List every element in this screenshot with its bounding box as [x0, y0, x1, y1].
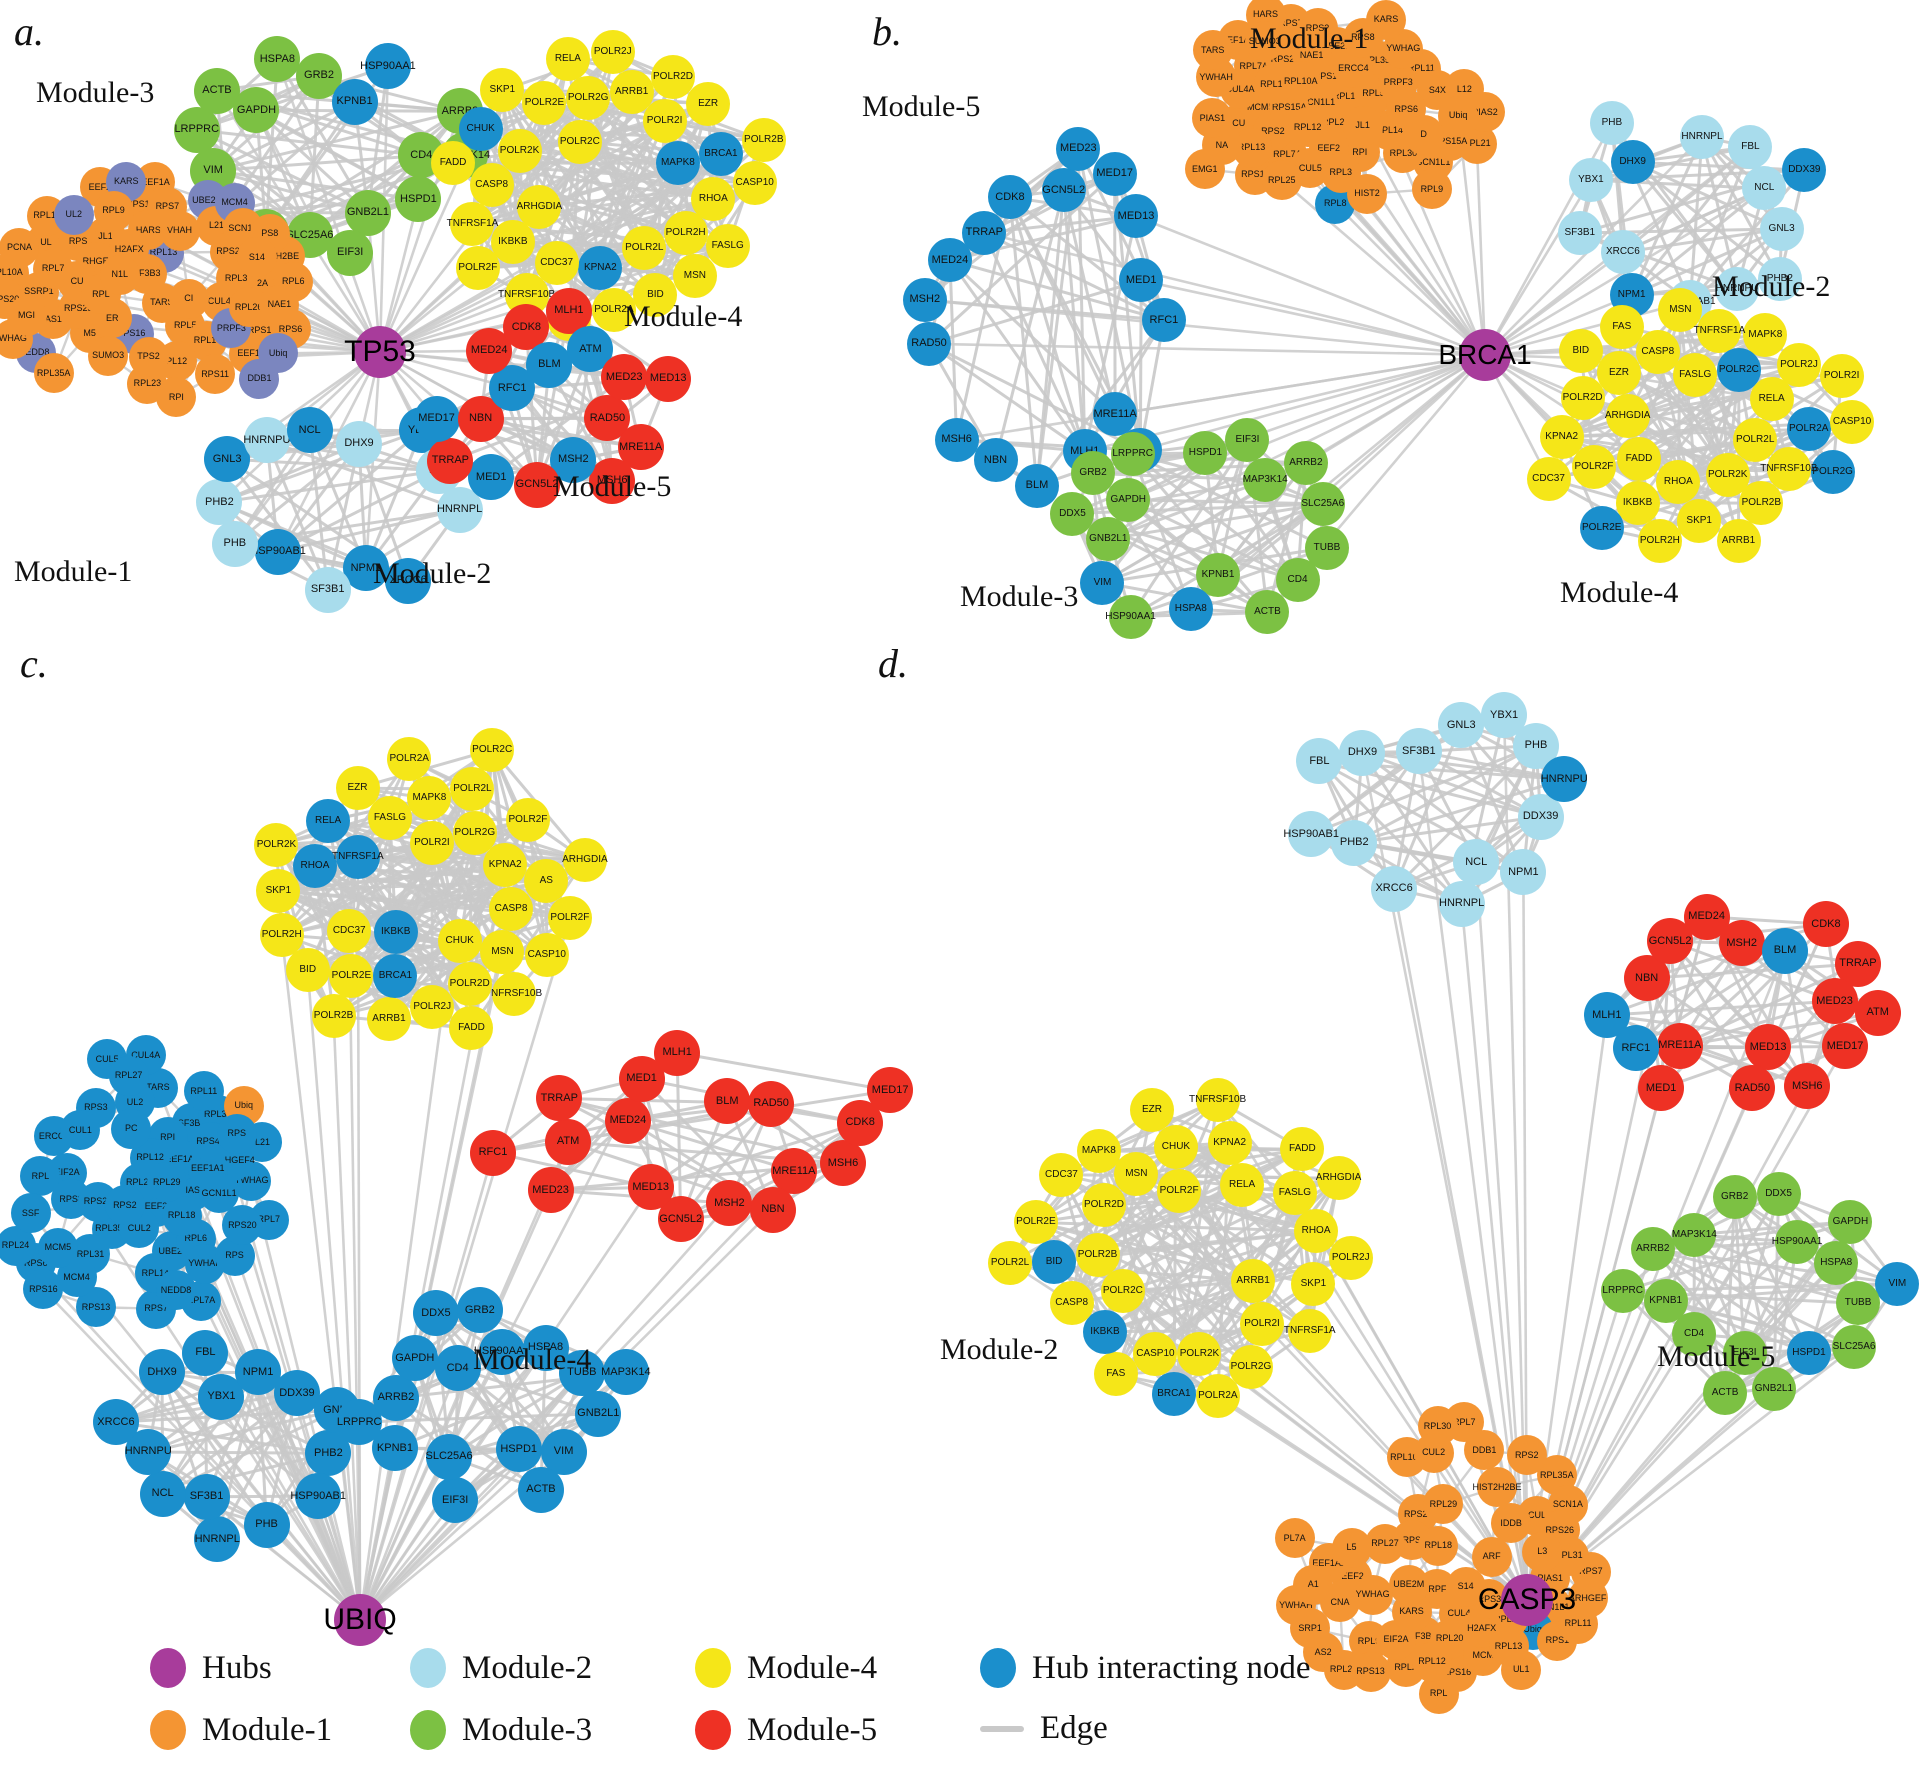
a-m1-nae1[interactable]: NAE1: [259, 284, 300, 325]
legend-item-module-1: Module-1: [150, 1710, 332, 1750]
legend-swatch-icon: [410, 1648, 446, 1688]
a-m1-rpi[interactable]: RPI: [156, 377, 197, 418]
b-m3-gapdh[interactable]: GAPDH: [1106, 477, 1151, 522]
panel-a-module-label-0: Module-3: [36, 76, 155, 109]
legend-item-hub-interacting-node: Hub interacting node: [980, 1648, 1311, 1688]
legend-label: Edge: [1040, 1710, 1108, 1746]
panel-a: a.: [0, 0, 960, 640]
panel-d-letter: d.: [878, 641, 908, 686]
legend-label: Module-5: [747, 1711, 878, 1748]
panel-a-module-label-3: Module-2: [373, 557, 492, 590]
legend-label: Hub interacting node: [1032, 1649, 1311, 1686]
panel-a-letter: a.: [14, 9, 44, 54]
panel-b-letter: b.: [872, 9, 902, 54]
legend-swatch-icon: [410, 1710, 446, 1750]
legend-label: Module-2: [462, 1649, 593, 1686]
legend-swatch-icon: [980, 1648, 1016, 1688]
panel-b: b.: [860, 0, 1923, 660]
panel-b-module-label-3: Module-3: [960, 580, 1079, 613]
legend-item-module-5: Module-5: [695, 1710, 877, 1750]
legend-item-module-3: Module-3: [410, 1710, 592, 1750]
b-m5-rad50[interactable]: RAD50: [907, 321, 951, 366]
a-m1-ci[interactable]: CI: [168, 278, 209, 319]
panel-a-module-label-4: Module-5: [553, 470, 672, 503]
panel-c-module-label-0: Module-4: [473, 1343, 592, 1376]
panel-a-module-label-2: Module-4: [624, 300, 743, 333]
panel-c-letter: c.: [20, 641, 48, 686]
a-m2-dhx9[interactable]: DHX9: [335, 420, 382, 467]
legend-item-edge: Edge: [980, 1710, 1108, 1747]
legend-swatch-icon: [695, 1710, 731, 1750]
legend-label: Hubs: [202, 1649, 272, 1686]
a-m3-gnb2l1[interactable]: GNB2L1: [344, 189, 391, 236]
panel-d-module-label-0: Module-2: [940, 1333, 1059, 1366]
panel-b-module-label-0: Module-1: [1250, 22, 1369, 55]
legend-swatch-icon: [695, 1648, 731, 1688]
a-m5-msh6[interactable]: MSH6: [589, 457, 636, 504]
legend: Hubs Module-1 Module-2 Module-3 Module-4 Modu…: [150, 1648, 1311, 1763]
panel-d-module-label-1: Module-5: [1657, 1340, 1776, 1373]
panel-a-module-label-1: Module-1: [14, 555, 133, 588]
panel-b-module-label-2: Module-2: [1712, 270, 1831, 303]
panel-b-module-label-4: Module-4: [1560, 576, 1679, 609]
edge-swatch-icon: [980, 1725, 1024, 1732]
a-m4-casp8[interactable]: CASP8: [469, 162, 514, 207]
a-m1-ubiq[interactable]: Ubiq: [258, 333, 299, 374]
panel-d: d.: [860, 640, 1923, 1700]
legend-label: Module-1: [202, 1711, 333, 1748]
legend-swatch-icon: [150, 1710, 186, 1750]
legend-label: Module-4: [747, 1649, 878, 1686]
panel-c: c.: [0, 640, 960, 1640]
panel-b-module-label-1: Module-5: [862, 90, 981, 123]
legend-item-module-4: Module-4: [695, 1648, 877, 1688]
legend-label: Module-3: [462, 1711, 593, 1748]
legend-swatch-icon: [150, 1648, 186, 1688]
legend-item-module-2: Module-2: [410, 1648, 592, 1688]
legend-item-hubs: Hubs: [150, 1648, 272, 1688]
